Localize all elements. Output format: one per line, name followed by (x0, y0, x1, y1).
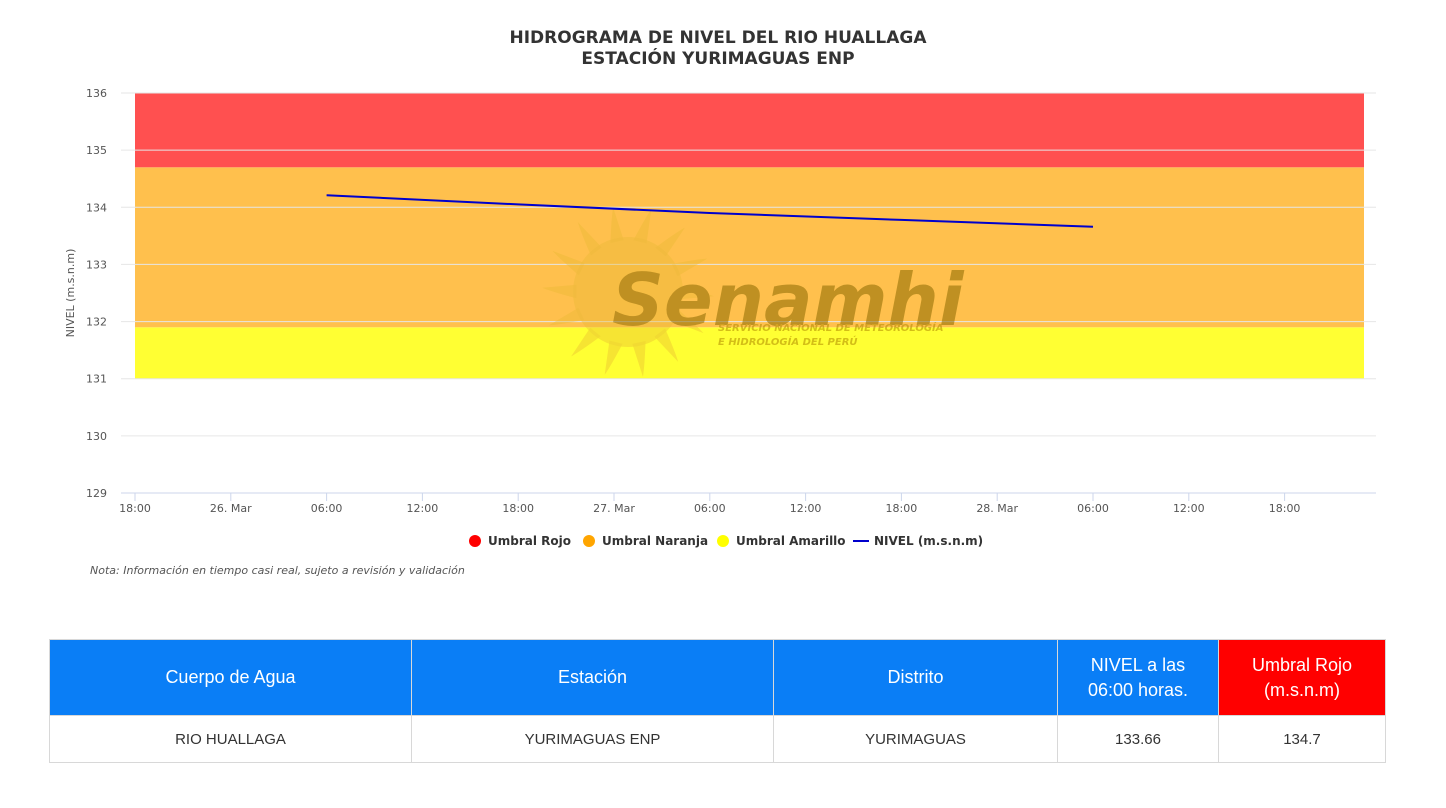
station-info-table: Cuerpo de Agua Estación Distrito NIVEL a… (49, 639, 1386, 763)
band-umbral-naranja (135, 167, 1364, 328)
y-tick-label: 129 (86, 487, 107, 500)
cell-distrito: YURIMAGUAS (773, 715, 1058, 763)
sun-ray (679, 285, 714, 300)
y-tick-label: 132 (86, 316, 107, 329)
watermark-line1: SERVICIO NACIONAL DE METEOROLOGÍA (718, 321, 944, 334)
sun-ray (633, 209, 652, 244)
sun-ray (577, 222, 602, 256)
watermark-line2: E HIDROLOGÍA DEL PERÚ (718, 335, 858, 348)
sun-ray (654, 328, 679, 362)
chart-note: Nota: Información en tiempo casi real, s… (90, 564, 465, 577)
series-line-nivel (326, 194, 1094, 228)
x-tick-label: 18:00 (1269, 502, 1301, 515)
hydrograph-chart: HIDROGRAMA DE NIVEL DEL RIO HUALLAGA EST… (64, 28, 1376, 577)
senamhi-watermark: Senamhi SERVICIO NACIONAL DE METEOROLOGÍ… (542, 207, 965, 377)
sun-ray (604, 340, 623, 375)
legend-label: Umbral Rojo (488, 534, 571, 548)
legend-label: NIVEL (m.s.n.m) (874, 534, 983, 548)
y-tick-label: 135 (86, 144, 107, 157)
y-tick-label: 131 (86, 373, 107, 386)
header-estacion: Estación (411, 639, 774, 716)
sun-ray (671, 258, 708, 277)
legend-label: Umbral Naranja (602, 534, 708, 548)
legend-swatch (717, 535, 729, 547)
series-layer (326, 194, 1094, 228)
sun-icon (542, 207, 714, 377)
grid-lines (121, 92, 1376, 437)
y-tick-label: 133 (86, 258, 107, 271)
chart-legend: Umbral Rojo Umbral Naranja Umbral Amarillo… (469, 534, 983, 548)
chart-title: HIDROGRAMA DE NIVEL DEL RIO HUALLAGA (510, 28, 928, 48)
legend-label: Umbral Amarillo (736, 534, 846, 548)
band-umbral-amarillo (135, 327, 1364, 379)
x-tick-label: 12:00 (407, 502, 439, 515)
header-nivel: NIVEL a las 06:00 horas. (1057, 639, 1219, 716)
x-tick-label: 06:00 (694, 502, 726, 515)
sun-ray (610, 207, 624, 244)
y-tick-label: 130 (86, 430, 107, 443)
x-tick-label: 18:00 (502, 502, 534, 515)
y-axis-ticks: 129 130 131 132 133 134 135 136 (86, 87, 107, 500)
x-tick-label: 28. Mar (976, 502, 1018, 515)
legend-swatch (469, 535, 481, 547)
sun-ray (552, 250, 585, 276)
cell-nivel: 133.66 (1057, 715, 1219, 763)
threshold-bands (135, 93, 1364, 379)
sun-ray (632, 340, 646, 377)
sun-ray (548, 307, 585, 326)
header-umbral-rojo: Umbral Rojo (m.s.n.m) (1218, 639, 1386, 716)
x-tick-label: 06:00 (1077, 502, 1109, 515)
x-tick-label: 27. Mar (593, 502, 635, 515)
legend-swatch (583, 535, 595, 547)
sun-ray (542, 284, 577, 299)
band-umbral-rojo (135, 93, 1364, 168)
y-tick-label: 134 (86, 201, 107, 214)
x-tick-label: 26. Mar (210, 502, 252, 515)
sun-ray (671, 308, 704, 334)
header-distrito: Distrito (773, 639, 1058, 716)
watermark-brand: Senamhi (612, 258, 965, 342)
cell-umbral-rojo: 134.7 (1218, 715, 1386, 763)
x-tick-label: 12:00 (790, 502, 822, 515)
sun-ray (571, 327, 601, 357)
x-tick-label: 12:00 (1173, 502, 1205, 515)
table-row: RIO HUALLAGA YURIMAGUAS ENP YURIMAGUAS 1… (49, 715, 1386, 763)
chart-subtitle: ESTACIÓN YURIMAGUAS ENP (581, 47, 854, 69)
header-cuerpo-de-agua: Cuerpo de Agua (49, 639, 412, 716)
cell-cuerpo-de-agua: RIO HUALLAGA (49, 715, 412, 763)
cell-estacion: YURIMAGUAS ENP (411, 715, 774, 763)
sun-ray (655, 227, 685, 257)
table-header-row: Cuerpo de Agua Estación Distrito NIVEL a… (49, 639, 1386, 716)
x-axis-ticks: 18:00 26. Mar 06:00 12:00 18:00 27. Mar 06:00 1… (119, 493, 1300, 515)
x-tick-label: 06:00 (311, 502, 343, 515)
y-axis-label: NIVEL (m.s.n.m) (64, 249, 77, 338)
y-tick-label: 136 (86, 87, 107, 100)
x-tick-label: 18:00 (886, 502, 918, 515)
x-tick-label: 18:00 (119, 502, 151, 515)
